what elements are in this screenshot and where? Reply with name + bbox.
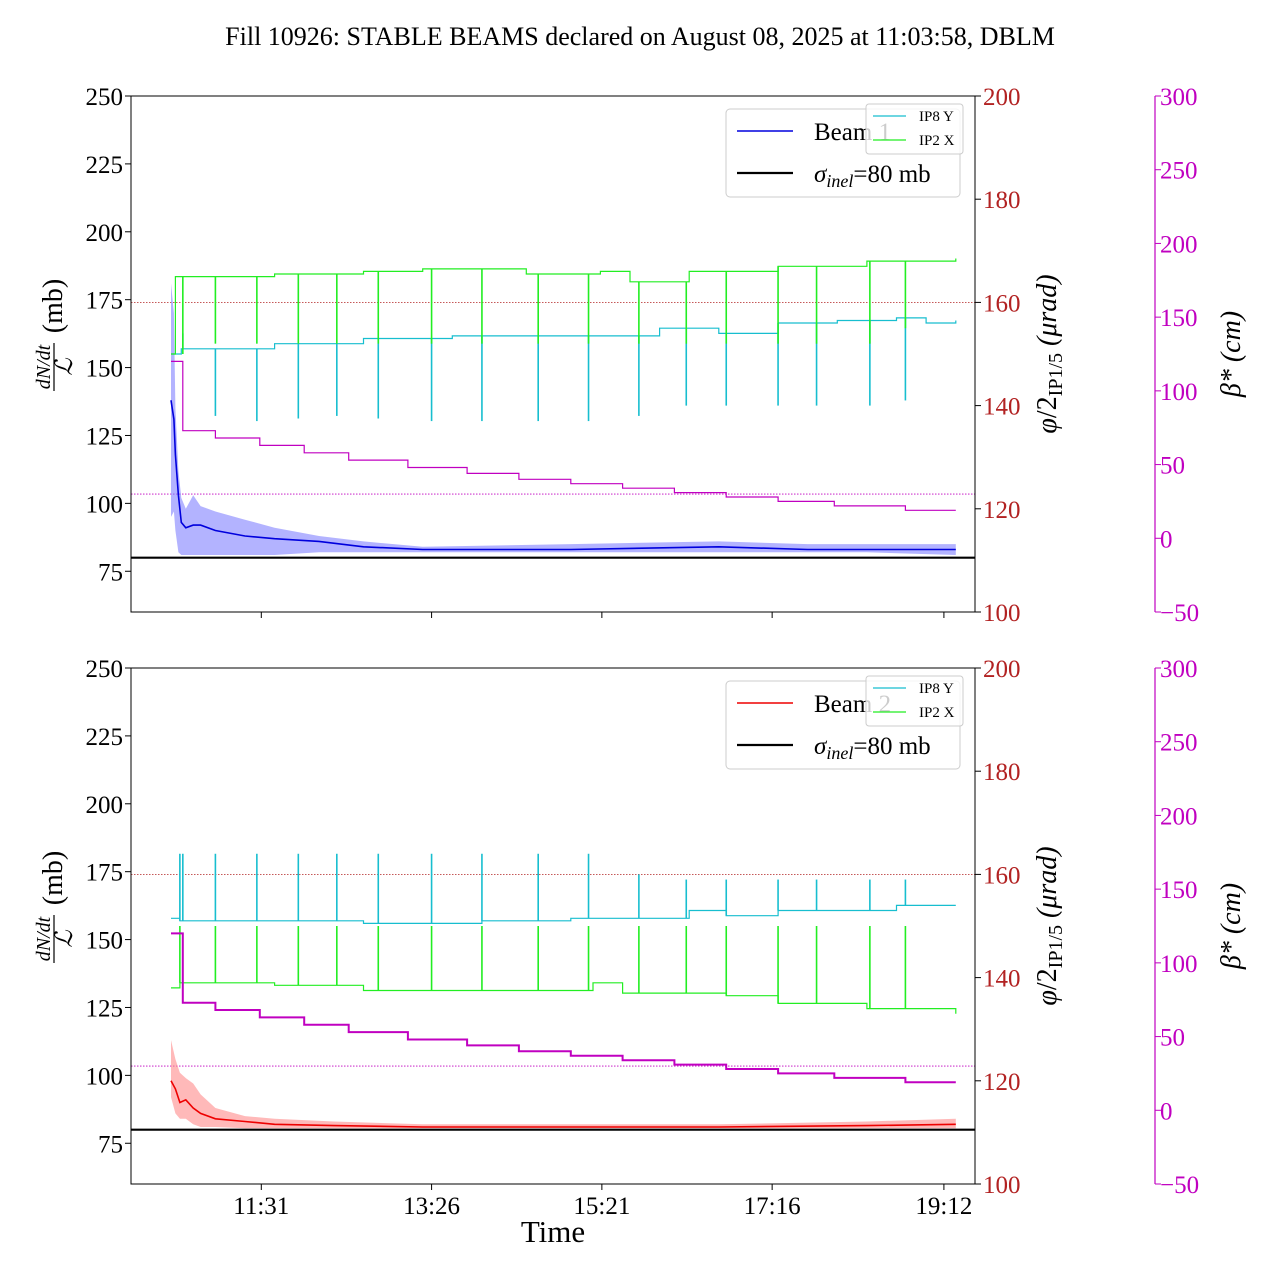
y-axis-label-beta: β* (cm) bbox=[1216, 883, 1247, 970]
y-axis-label-phi: φ/2IP1/5 (μrad) bbox=[1032, 846, 1067, 1005]
ylabel-denominator: ℒ bbox=[52, 930, 78, 948]
y-axis-label-left: dN/dtℒ (mb) bbox=[33, 851, 78, 963]
legend-ip: IP8 Y IP2 X bbox=[865, 103, 964, 155]
phi-tick-label: 120 bbox=[983, 497, 1021, 524]
beta-tick-label: 0 bbox=[1160, 526, 1173, 553]
left-tick-label: 200 bbox=[86, 792, 124, 819]
ylabel-numerator: dN/dt bbox=[33, 344, 55, 389]
left-tick-label: 175 bbox=[86, 288, 124, 315]
phi-tick-label: 140 bbox=[983, 966, 1021, 993]
panel-beam2: 75 100 125 150 175 200 225 250 100 120 140 160 180 20… bbox=[33, 656, 1247, 1220]
left-tick-label: 250 bbox=[86, 656, 124, 683]
phi-tick-label: 160 bbox=[983, 862, 1021, 889]
ip2x-step-line bbox=[171, 982, 957, 1014]
chart-title: Fill 10926: STABLE BEAMS declared on Aug… bbox=[225, 22, 1055, 51]
left-tick-label: 150 bbox=[86, 928, 124, 955]
phi-tick-label: 180 bbox=[983, 759, 1021, 786]
x-tick-label: 19:12 bbox=[915, 1193, 972, 1220]
beta-tick-label: 200 bbox=[1160, 803, 1198, 830]
beam2-uncertainty-band bbox=[171, 1040, 956, 1129]
left-tick-label: 175 bbox=[86, 860, 124, 887]
beta-tick-label: −50 bbox=[1160, 600, 1199, 627]
beta-tick-label: 150 bbox=[1160, 877, 1198, 904]
phi-tick-label: 160 bbox=[983, 290, 1021, 317]
x-tick-label: 15:21 bbox=[573, 1193, 630, 1220]
beta-tick-label: 300 bbox=[1160, 84, 1198, 111]
beta-label-text: β* (cm) bbox=[1216, 311, 1247, 398]
beta-tick-label: 200 bbox=[1160, 231, 1198, 258]
phi-tick-label: 100 bbox=[983, 600, 1021, 627]
beta-tick-label: 50 bbox=[1160, 453, 1185, 480]
ylabel-numerator: dN/dt bbox=[33, 916, 55, 961]
ip8y-step-line bbox=[171, 904, 956, 924]
phi-label-text: φ/2IP1/5 (μrad) bbox=[1032, 274, 1067, 433]
left-tick-label: 75 bbox=[98, 1131, 123, 1158]
y-axis-label-left: dN/dtℒ (mb) bbox=[33, 279, 78, 391]
beta-tick-label: 100 bbox=[1160, 951, 1198, 978]
left-tick-label: 200 bbox=[86, 220, 124, 247]
plot-frame bbox=[130, 95, 976, 613]
ylabel-unit: (mb) bbox=[38, 279, 69, 333]
left-tick-label: 100 bbox=[86, 1063, 124, 1090]
phi-tick-label: 120 bbox=[983, 1069, 1021, 1096]
phi-tick-label: 100 bbox=[983, 1172, 1021, 1199]
panel-beam1: 75 100 125 150 175 200 225 250 100 120 140 160 180 20… bbox=[33, 84, 1247, 627]
beta-tick-label: 0 bbox=[1160, 1098, 1173, 1125]
y-axis-label-beta: β* (cm) bbox=[1216, 311, 1247, 398]
beta-label-text: β* (cm) bbox=[1216, 883, 1247, 970]
beta-tick-label: 150 bbox=[1160, 305, 1198, 332]
beta-step-line bbox=[171, 932, 956, 1084]
legend-ip: IP8 Y IP2 X bbox=[865, 675, 964, 727]
left-tick-label: 100 bbox=[86, 491, 124, 518]
plot-frame bbox=[130, 667, 976, 1185]
legend-ip8-label: IP8 Y bbox=[919, 681, 954, 697]
left-tick-label: 225 bbox=[86, 152, 124, 179]
beta-tick-label: 300 bbox=[1160, 656, 1198, 683]
y-axis-label-phi: φ/2IP1/5 (μrad) bbox=[1032, 274, 1067, 433]
legend-ip2-label: IP2 X bbox=[919, 705, 955, 721]
left-tick-label: 150 bbox=[86, 356, 124, 383]
beta-tick-label: −50 bbox=[1160, 1172, 1199, 1199]
phi-tick-label: 200 bbox=[983, 656, 1021, 683]
left-tick-label: 125 bbox=[86, 995, 124, 1022]
x-tick-label: 13:26 bbox=[403, 1193, 460, 1220]
phi-tick-label: 140 bbox=[983, 394, 1021, 421]
legend-sigma-label: σinel=80 mb bbox=[814, 161, 931, 191]
beta-tick-label: 50 bbox=[1160, 1025, 1185, 1052]
beam2-line bbox=[170, 1080, 956, 1128]
phi-tick-label: 200 bbox=[983, 84, 1021, 111]
x-tick-label: 11:31 bbox=[233, 1193, 289, 1220]
ylabel-denominator: ℒ bbox=[52, 358, 78, 376]
x-axis-label: Time bbox=[521, 1214, 585, 1249]
ip8y-step-line bbox=[171, 317, 957, 355]
beta-step-line bbox=[171, 360, 956, 511]
beta-tick-label: 250 bbox=[1160, 730, 1198, 757]
beta-tick-label: 250 bbox=[1160, 158, 1198, 185]
left-tick-label: 250 bbox=[86, 84, 124, 111]
left-tick-label: 75 bbox=[98, 559, 123, 586]
phi-tick-label: 180 bbox=[983, 187, 1021, 214]
left-tick-label: 125 bbox=[86, 423, 124, 450]
legend-sigma-label: σinel=80 mb bbox=[814, 733, 931, 763]
legend-ip8-label: IP8 Y bbox=[919, 109, 954, 125]
x-tick-label: 17:16 bbox=[744, 1193, 801, 1220]
left-tick-label: 225 bbox=[86, 724, 124, 751]
ylabel-unit: (mb) bbox=[38, 851, 69, 905]
beta-tick-label: 100 bbox=[1160, 379, 1198, 406]
phi-label-text: φ/2IP1/5 (μrad) bbox=[1032, 846, 1067, 1005]
legend-ip2-label: IP2 X bbox=[919, 133, 955, 149]
ip2x-step-line bbox=[171, 258, 957, 355]
beam1-uncertainty-band bbox=[171, 283, 956, 555]
beam1-line bbox=[170, 400, 956, 551]
